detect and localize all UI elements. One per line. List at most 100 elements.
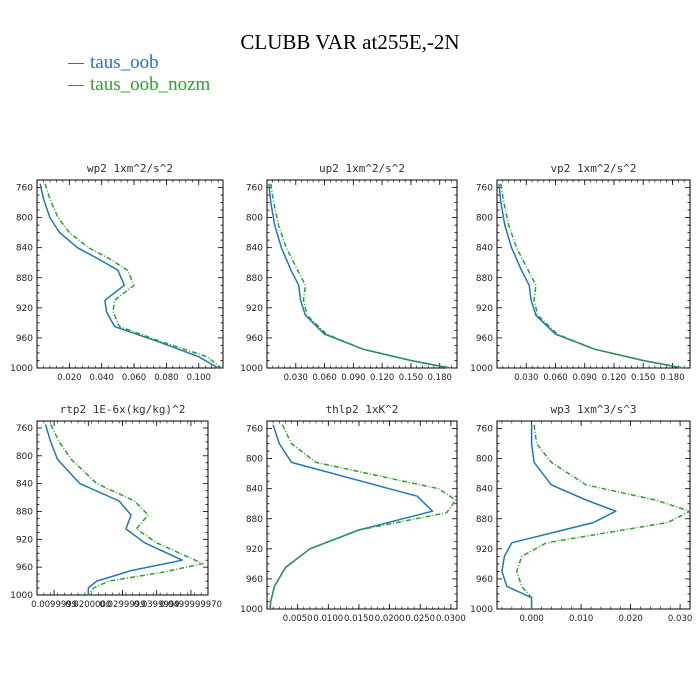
panel-title: wp2 1xm^2/s^2 [87,162,173,175]
series-line-taus-oob [269,424,434,610]
y-tick-label: 760 [476,425,493,435]
x-tick-label: 0.020 [618,614,642,624]
x-tick-label: 0.0299999 [100,600,146,610]
x-tick-label: 0.030 [668,614,692,624]
y-tick-label: 840 [246,244,263,254]
series-line-taus-oob [498,183,683,369]
panel-4: rtp2 1E-6x(kg/kg)^2 760 800 840 880 920 960 100… [10,403,222,610]
y-tick-label: 760 [476,184,493,194]
x-tick-label: 0.060 [312,373,336,383]
panel-title: wp3 1xm^3/s^3 [550,403,636,416]
x-tick-label: 0.0200 [375,614,405,624]
y-tick-label: 880 [246,515,263,525]
x-tick-label: 0.030 [284,373,308,383]
y-tick-label: 880 [16,274,33,284]
series-line-taus-oob [39,183,219,369]
y-tick-label: 960 [246,334,263,344]
series-line-taus-oob-nozm [516,424,691,609]
legend-label-1: taus_oob [90,52,159,73]
x-tick-label: 0.0399999 [134,600,180,610]
y-tick-label: 1000 [470,364,493,374]
panel-3: vp2 1xm^2/s^2 760 800 840 880 920 960 1000 0.030… [470,162,691,383]
figure-title: CLUBB VAR at255E,-2N [240,30,460,54]
y-tick-label: 840 [246,485,263,495]
y-tick-label: 960 [16,563,33,573]
y-tick-label: 880 [476,515,493,525]
x-tick-label: 0.060 [543,373,567,383]
y-tick-label: 840 [476,244,493,254]
plot-frame [496,179,691,369]
series-line-taus-oob-nozm [269,424,457,610]
x-tick-label: 0.0150 [344,614,374,624]
x-tick-label: 0.180 [660,373,684,383]
x-tick-label: 0.090 [573,373,597,383]
y-tick-label: 840 [476,485,493,495]
legend-item-1: taus_oob [68,52,210,74]
panel-title: vp2 1xm^2/s^2 [550,162,636,175]
y-tick-label: 760 [246,184,263,194]
y-tick-label: 840 [16,480,33,490]
legend-swatch-1 [68,62,84,64]
y-tick-label: 1000 [10,591,33,601]
legend-item-2: taus_oob_nozm [68,74,210,96]
plot-frame [266,420,458,610]
y-tick-label: 880 [476,274,493,284]
x-tick-label: 0.150 [631,373,655,383]
panel-6: wp3 1xm^3/s^3 760 800 840 880 920 960 1000 0.000… [470,403,692,624]
y-tick-label: 840 [16,244,33,254]
y-tick-label: 920 [476,304,493,314]
y-tick-label: 800 [16,452,33,462]
x-tick-label: 0.040 [90,373,114,383]
x-tick-label: 0.120 [370,373,394,383]
x-tick-label: 0.0050 [283,614,313,624]
legend: taus_oob taus_oob_nozm [68,52,210,96]
y-tick-label: 920 [246,545,263,555]
x-tick-label: 0.100 [187,373,211,383]
y-tick-label: 1000 [470,605,493,615]
y-tick-label: 800 [476,455,493,465]
x-tick-label: 0.0499999970 [160,600,222,610]
x-tick-label: 0.080 [154,373,178,383]
x-tick-label: 0.0200000 [65,600,111,610]
plot-frame [36,420,209,596]
x-tick-label: 0.030 [514,373,538,383]
y-tick-label: 920 [16,304,33,314]
y-tick-label: 960 [476,334,493,344]
legend-label-2: taus_oob_nozm [90,74,211,95]
series-line-taus-oob-nozm [270,183,452,369]
panel-title: thlp2 1xK^2 [326,403,399,416]
y-tick-label: 960 [16,334,33,344]
x-tick-label: 0.090 [341,373,365,383]
y-tick-label: 800 [476,214,493,224]
x-tick-label: 0.120 [602,373,626,383]
y-tick-label: 960 [246,575,263,585]
x-tick-label: 0.010 [569,614,593,624]
x-tick-label: 0.0250 [405,614,435,624]
x-tick-label: 0.0300 [436,614,466,624]
y-tick-label: 960 [476,575,493,585]
y-tick-label: 800 [16,214,33,224]
y-tick-label: 880 [16,507,33,517]
x-tick-label: 0.060 [122,373,146,383]
y-tick-label: 1000 [240,364,263,374]
y-tick-label: 760 [16,424,33,434]
y-tick-label: 920 [246,304,263,314]
series-line-taus-oob-nozm [44,183,222,369]
x-tick-label: 0.020 [57,373,81,383]
x-tick-label: 0.0099999 [31,600,77,610]
panel-title: rtp2 1E-6x(kg/kg)^2 [60,403,186,416]
series-line-taus-oob [44,424,184,595]
y-tick-label: 880 [246,274,263,284]
legend-swatch-2 [68,84,84,86]
x-tick-label: 0.000 [519,614,543,624]
series-line-taus-oob [501,424,617,609]
series-line-taus-oob-nozm [50,424,204,596]
plot-frame [266,179,458,369]
panel-1: wp2 1xm^2/s^2 760 800 840 880 920 960 1000 0.020… [10,162,224,383]
y-tick-label: 800 [246,214,263,224]
y-tick-label: 760 [246,425,263,435]
y-tick-label: 800 [246,455,263,465]
plot-frame [496,420,691,610]
